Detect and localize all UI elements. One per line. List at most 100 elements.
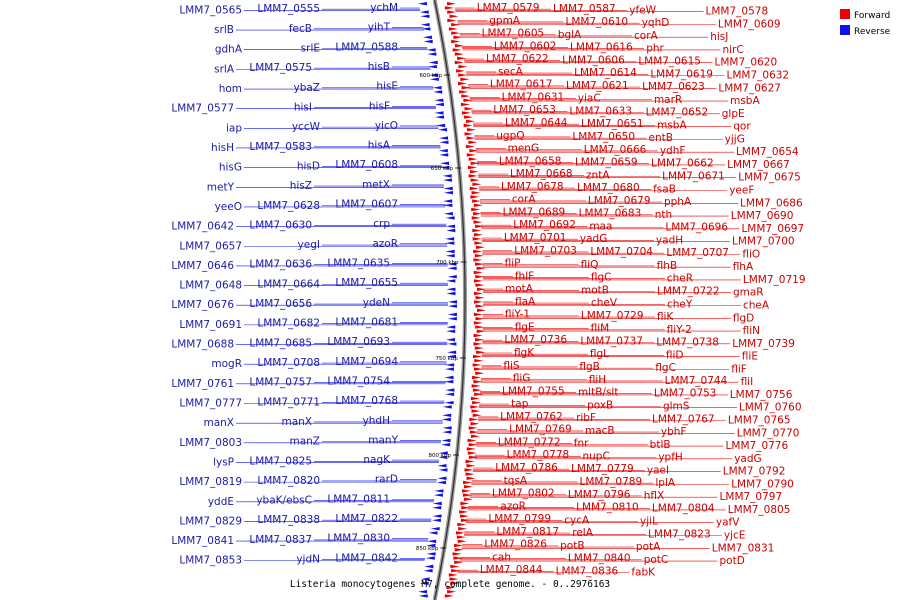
forward-gene-label: poxB bbox=[587, 399, 613, 411]
forward-gene-label: yjjG bbox=[725, 133, 745, 145]
forward-gene-label: LMM7_0652 bbox=[646, 107, 709, 119]
legend: Forward Reverse bbox=[840, 9, 891, 37]
forward-feature-arrow bbox=[459, 510, 469, 514]
reverse-feature-track bbox=[417, 2, 457, 598]
reverse-feature-arrow bbox=[447, 312, 457, 317]
forward-gene-label: LMM7_0602 bbox=[494, 40, 557, 52]
forward-feature-arrow bbox=[475, 296, 485, 300]
forward-gene-label: LMM7_0658 bbox=[499, 155, 562, 167]
forward-gene-label: relA bbox=[572, 527, 593, 539]
reverse-gene-label: LMM7_0636 bbox=[249, 259, 312, 271]
reverse-feature-arrow bbox=[419, 581, 429, 585]
forward-gene-label: LMM7_0765 bbox=[728, 414, 791, 426]
forward-gene-label: hisJ bbox=[710, 31, 728, 43]
forward-gene-label: LMM7_0662 bbox=[651, 158, 714, 170]
forward-gene-label: LMM7_0678 bbox=[501, 181, 564, 193]
reverse-gene-label: hisZ bbox=[290, 180, 312, 192]
forward-feature-arrow bbox=[464, 132, 474, 136]
forward-gene-label: LMM7_0762 bbox=[500, 411, 563, 423]
reverse-gene-label: LMM7_0682 bbox=[257, 318, 320, 330]
forward-gene-label: azoR bbox=[500, 500, 526, 512]
forward-gene-label: LMM7_0770 bbox=[737, 427, 800, 439]
forward-gene-label: ribF bbox=[576, 412, 596, 424]
reverse-feature-arrow bbox=[442, 413, 452, 417]
reverse-feature-arrow bbox=[443, 212, 453, 216]
reverse-gene-label: LMM7_0648 bbox=[179, 280, 242, 292]
reverse-gene-label: LMM7_0693 bbox=[327, 336, 390, 348]
reverse-gene-label: LMM7_0565 bbox=[179, 4, 242, 16]
forward-feature-arrow bbox=[463, 497, 473, 501]
forward-feature-arrow bbox=[475, 325, 485, 329]
forward-feature-arrow bbox=[472, 354, 482, 359]
reverse-feature-arrow bbox=[420, 577, 430, 581]
forward-feature-arrow bbox=[474, 359, 484, 363]
reverse-feature-arrow bbox=[446, 291, 456, 296]
forward-gene-label: tqsA bbox=[504, 475, 528, 487]
reverse-gene-label: yjdN bbox=[296, 554, 320, 566]
reverse-feature-arrow bbox=[442, 174, 452, 178]
forward-feature-arrow bbox=[449, 577, 459, 581]
forward-gene-label: fliY-2 bbox=[667, 324, 692, 336]
forward-gene-label: potD bbox=[719, 555, 744, 567]
forward-feature-arrow bbox=[447, 10, 457, 14]
reverse-feature-arrow bbox=[446, 224, 456, 228]
forward-feature-arrow bbox=[450, 581, 460, 585]
forward-feature-arrow bbox=[472, 199, 482, 203]
forward-gene-label: LMM7_0651 bbox=[581, 118, 644, 130]
forward-feature-arrow bbox=[476, 329, 486, 333]
forward-feature-arrow bbox=[474, 300, 483, 304]
forward-feature-arrow bbox=[453, 556, 463, 560]
forward-gene-label: fhlF bbox=[515, 270, 534, 282]
forward-gene-label: gmaR bbox=[733, 287, 764, 299]
reverse-feature-arrow bbox=[441, 443, 451, 447]
forward-feature-arrow bbox=[470, 396, 480, 401]
reverse-gene-label: yicO bbox=[375, 120, 398, 132]
forward-gene-label: LMM7_0836 bbox=[556, 565, 619, 577]
forward-gene-label: LMM7_0719 bbox=[743, 274, 806, 286]
reverse-gene-label: gdhA bbox=[215, 44, 243, 56]
forward-feature-arrow bbox=[447, 590, 457, 594]
forward-gene-label: ypfH bbox=[658, 452, 682, 464]
reverse-gene-label: LMM7_0656 bbox=[249, 298, 312, 310]
forward-feature-arrow bbox=[452, 552, 462, 556]
forward-gene-label: flgL bbox=[590, 348, 609, 360]
forward-feature-arrow bbox=[458, 527, 468, 531]
forward-feature-arrow bbox=[462, 111, 472, 115]
forward-feature-arrow bbox=[460, 77, 470, 81]
reverse-feature-arrow bbox=[437, 476, 447, 480]
forward-feature-arrow bbox=[466, 476, 476, 480]
forward-feature-arrow bbox=[476, 245, 486, 249]
scale-tick-label: 600 kbp bbox=[420, 73, 443, 79]
reverse-feature-arrow bbox=[445, 254, 455, 258]
forward-gene-label: yadG bbox=[580, 233, 607, 245]
scale-tick-label: 650 kbp bbox=[431, 166, 454, 172]
forward-gene-label: flgC bbox=[591, 272, 612, 284]
forward-gene-label: fliG bbox=[513, 373, 531, 385]
reverse-gene-label: LMM7_0628 bbox=[257, 200, 320, 212]
reverse-gene-label: LMM7_0688 bbox=[171, 339, 234, 351]
forward-gene-label: LMM7_0756 bbox=[730, 389, 793, 401]
reverse-gene-label: LMM7_0588 bbox=[335, 41, 398, 53]
reverse-gene-label: LMM7_0555 bbox=[257, 3, 320, 15]
forward-gene-label: LMM7_0722 bbox=[657, 286, 720, 298]
forward-feature-arrow bbox=[476, 350, 486, 354]
reverse-feature-arrow bbox=[434, 111, 444, 115]
reverse-feature-arrow bbox=[447, 350, 457, 354]
reverse-gene-label: LMM7_0803 bbox=[179, 437, 242, 449]
reverse-gene-label: yeeO bbox=[215, 201, 242, 213]
reverse-feature-arrow bbox=[419, 10, 429, 14]
reverse-legend-label: Reverse bbox=[854, 27, 891, 37]
reverse-feature-arrow bbox=[439, 153, 449, 157]
forward-feature-track bbox=[444, 2, 486, 598]
forward-feature-arrow bbox=[468, 455, 478, 459]
forward-feature-arrow bbox=[454, 44, 464, 48]
reverse-feature-arrow bbox=[418, 594, 428, 598]
reverse-gene-label: yihT bbox=[368, 22, 391, 34]
reverse-feature-arrow bbox=[444, 191, 454, 195]
reverse-gene-label: LMM7_0694 bbox=[335, 356, 398, 368]
reverse-feature-arrow bbox=[446, 329, 456, 333]
reverse-gene-label: hisA bbox=[368, 140, 391, 152]
reverse-gene-label: LMM7_0837 bbox=[249, 534, 312, 546]
forward-gene-label: fnr bbox=[574, 438, 589, 450]
forward-feature-arrow bbox=[465, 472, 475, 476]
